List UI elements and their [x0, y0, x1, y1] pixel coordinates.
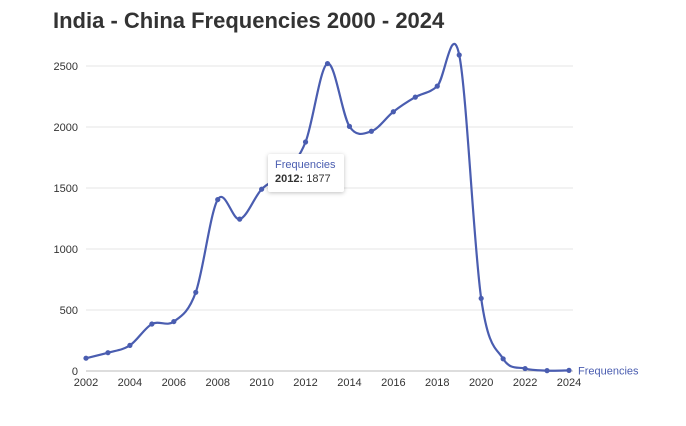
x-tick-label: 2002	[74, 377, 98, 389]
chart-title: India - China Frequencies 2000 - 2024	[53, 8, 445, 33]
tooltip-value-line: 2012: 1877	[275, 173, 344, 185]
data-point-2005[interactable]	[149, 321, 155, 327]
data-point-2018[interactable]	[434, 83, 440, 89]
x-tick-label: 2018	[425, 377, 449, 389]
data-point-2013[interactable]	[324, 60, 331, 67]
y-tick-label: 1000	[54, 244, 78, 256]
data-point-2009[interactable]	[237, 216, 243, 222]
x-tick-label: 2016	[381, 377, 405, 389]
data-point-2002[interactable]	[83, 355, 89, 361]
y-axis-ticks: 0 500 1000 1500 2000 2500	[54, 61, 78, 378]
y-tick-label: 0	[72, 366, 78, 378]
data-point-2024[interactable]	[566, 367, 572, 373]
data-point-2021[interactable]	[500, 356, 506, 362]
data-point-2017[interactable]	[412, 94, 418, 100]
x-tick-label: 2020	[469, 377, 493, 389]
tooltip: Frequencies 2012: 1877	[268, 154, 344, 192]
series-label-frequencies: Frequencies	[578, 365, 639, 377]
x-tick-label: 2004	[118, 377, 142, 389]
tooltip-value: 1877	[306, 173, 331, 185]
y-tick-label: 500	[60, 305, 78, 317]
x-axis-ticks: 2002 2004 2006 2008 2010 2012 2014 2016 2018 2020…	[74, 377, 581, 389]
x-tick-label: 2012	[293, 377, 317, 389]
grid-lines	[86, 65, 573, 372]
data-point-2019[interactable]	[456, 52, 462, 58]
x-tick-label: 2014	[337, 377, 361, 389]
data-point-2020[interactable]	[478, 295, 484, 302]
data-point-2016[interactable]	[390, 109, 396, 115]
data-point-2022[interactable]	[522, 365, 528, 372]
x-tick-label: 2006	[162, 377, 186, 389]
data-point-2004[interactable]	[127, 342, 133, 348]
y-tick-label: 2500	[54, 61, 78, 73]
data-point-2006[interactable]	[171, 318, 177, 325]
data-point-2003[interactable]	[105, 350, 111, 356]
x-tick-label: 2010	[249, 377, 273, 389]
data-point-2008[interactable]	[215, 196, 221, 203]
data-point-2010[interactable]	[259, 186, 265, 192]
x-tick-label: 2024	[557, 377, 581, 389]
data-point-2014[interactable]	[346, 123, 353, 129]
data-point-2012[interactable]	[302, 139, 309, 145]
y-tick-label: 2000	[54, 122, 78, 134]
series-line-frequencies	[85, 43, 570, 372]
data-point-2007[interactable]	[193, 289, 199, 295]
tooltip-label: 2012:	[275, 173, 304, 185]
x-tick-label: 2022	[513, 377, 537, 389]
tooltip-series-name: Frequencies	[275, 159, 336, 171]
data-point-2023[interactable]	[544, 368, 550, 374]
y-tick-label: 1500	[54, 183, 78, 195]
data-point-2015[interactable]	[368, 128, 375, 134]
data-points	[83, 52, 572, 374]
x-tick-label: 2008	[205, 377, 229, 389]
